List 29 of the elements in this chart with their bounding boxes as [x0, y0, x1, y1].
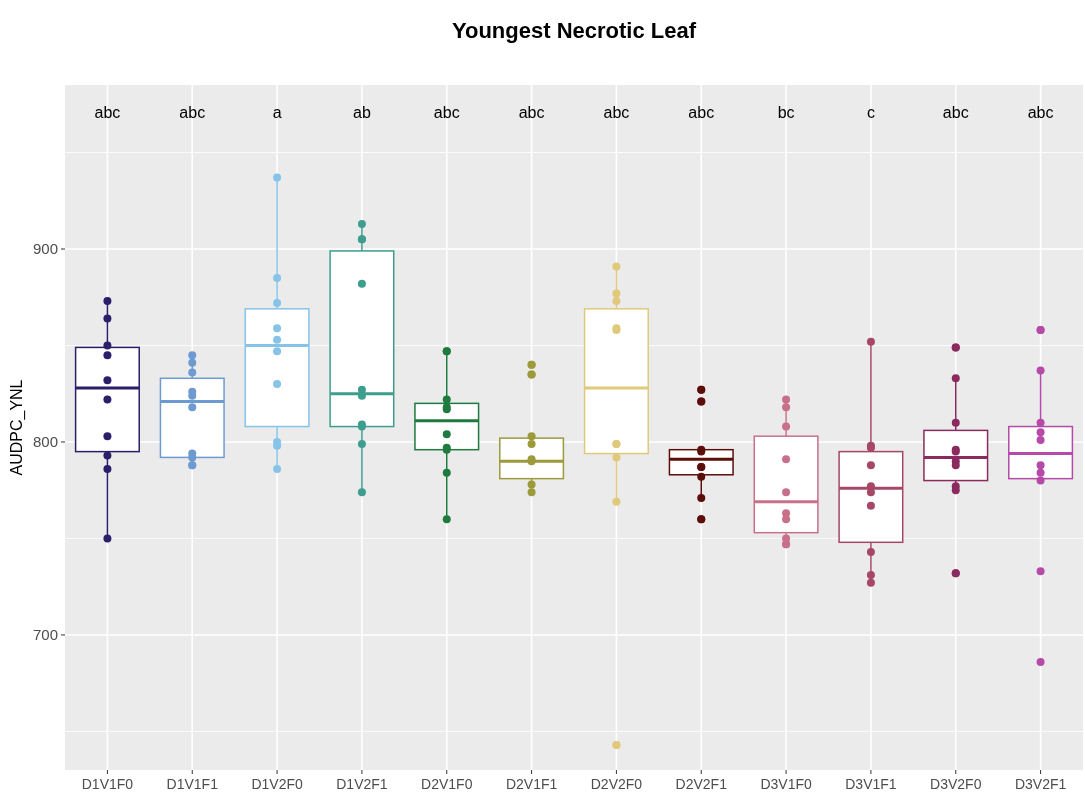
y-axis-title: AUDPC_YNL — [8, 379, 26, 476]
x-tick-label: D1V2F0 — [251, 776, 303, 792]
annotation: abc — [433, 104, 460, 121]
x-tick-label: D3V1F0 — [760, 776, 812, 792]
annotation: abc — [179, 104, 206, 121]
annotation: a — [272, 104, 282, 121]
x-tick-label: D2V1F1 — [505, 776, 558, 792]
x-tick-label: D1V1F1 — [166, 776, 219, 792]
x-tick-label: D1V1F0 — [81, 776, 134, 792]
annotation: abc — [94, 104, 121, 121]
annotation: abc — [942, 104, 969, 121]
x-tick-label: D2V1F0 — [421, 776, 473, 792]
x-tick-label: D3V1F1 — [845, 776, 897, 792]
annotation: abc — [603, 104, 630, 121]
annotation: c — [866, 104, 875, 121]
annotation: abc — [518, 104, 545, 121]
chart-title: Youngest Necrotic Leaf — [451, 18, 697, 43]
x-tick-label: D3V2F0 — [930, 776, 982, 792]
annotation: abc — [1027, 104, 1054, 121]
x-tick-label: D2V2F1 — [675, 776, 728, 792]
y-tick-label: 700 — [32, 626, 58, 644]
x-tick-label: D3V2F1 — [1014, 776, 1067, 792]
annotation: ab — [353, 104, 371, 121]
x-tick-label: D1V2F1 — [336, 776, 388, 792]
annotation: abc — [688, 104, 715, 121]
y-tick-label: 800 — [32, 433, 58, 451]
annotation: bc — [777, 104, 795, 121]
y-tick-label: 900 — [32, 240, 58, 258]
x-tick-label: D2V2F0 — [590, 776, 643, 792]
